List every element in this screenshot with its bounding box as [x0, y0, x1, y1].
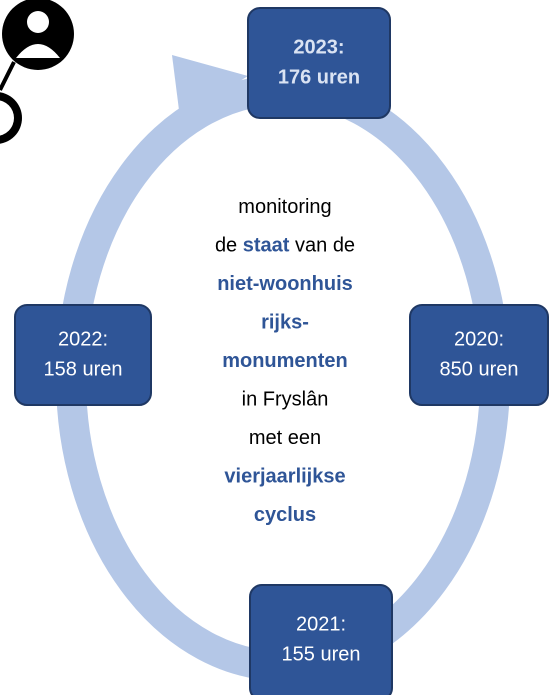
emphasis-text: monumenten: [222, 350, 348, 372]
emphasis-text: vierjaarlijkse: [224, 466, 345, 488]
node-box: [409, 304, 549, 406]
center-line: monitoring: [238, 196, 331, 218]
center-text: monitoring: [238, 196, 331, 218]
center-text: in Fryslân: [242, 389, 329, 411]
center-line: cyclus: [254, 504, 316, 526]
center-text: de: [215, 235, 243, 257]
node-value: 850 uren: [440, 358, 519, 380]
center-line: in Fryslân: [242, 389, 329, 411]
node: 2023: 176 uren: [247, 7, 391, 119]
center-line: met een: [249, 427, 321, 449]
node-value: 155 uren: [282, 643, 361, 665]
node-value: 158 uren: [44, 358, 123, 380]
center-text: van de: [289, 235, 355, 257]
node-title: 2021:: [296, 613, 346, 635]
center-text: met een: [249, 427, 321, 449]
node-box: [249, 584, 393, 695]
icons: [0, 0, 74, 144]
connector: [0, 61, 16, 91]
node-title: 2022:: [58, 328, 108, 350]
emphasis-text: niet-woonhuis: [217, 273, 353, 295]
person-icon-body: [16, 44, 60, 58]
center-line: de staat van de: [215, 235, 355, 257]
node: 2021: 155 uren: [249, 584, 393, 695]
center-line: rijks-: [261, 312, 309, 334]
person-icon-inner: [0, 100, 14, 136]
node-value: 176 uren: [278, 66, 360, 88]
center-line: monumenten: [222, 350, 348, 372]
node-box: [14, 304, 152, 406]
node: 2020: 850 uren: [409, 304, 549, 406]
emphasis-text: staat: [243, 235, 290, 257]
center-line: vierjaarlijkse: [224, 466, 345, 488]
person-icon: [2, 0, 74, 70]
emphasis-text: rijks-: [261, 312, 309, 334]
node-title: 2023:: [293, 36, 344, 58]
node-title: 2020:: [454, 328, 504, 350]
emphasis-text: cyclus: [254, 504, 316, 526]
node: 2022: 158 uren: [14, 304, 152, 406]
node-box: [247, 7, 391, 119]
person-icon-head: [27, 11, 49, 33]
center-line: niet-woonhuis: [217, 273, 353, 295]
cycle-arrowhead: [172, 55, 248, 118]
